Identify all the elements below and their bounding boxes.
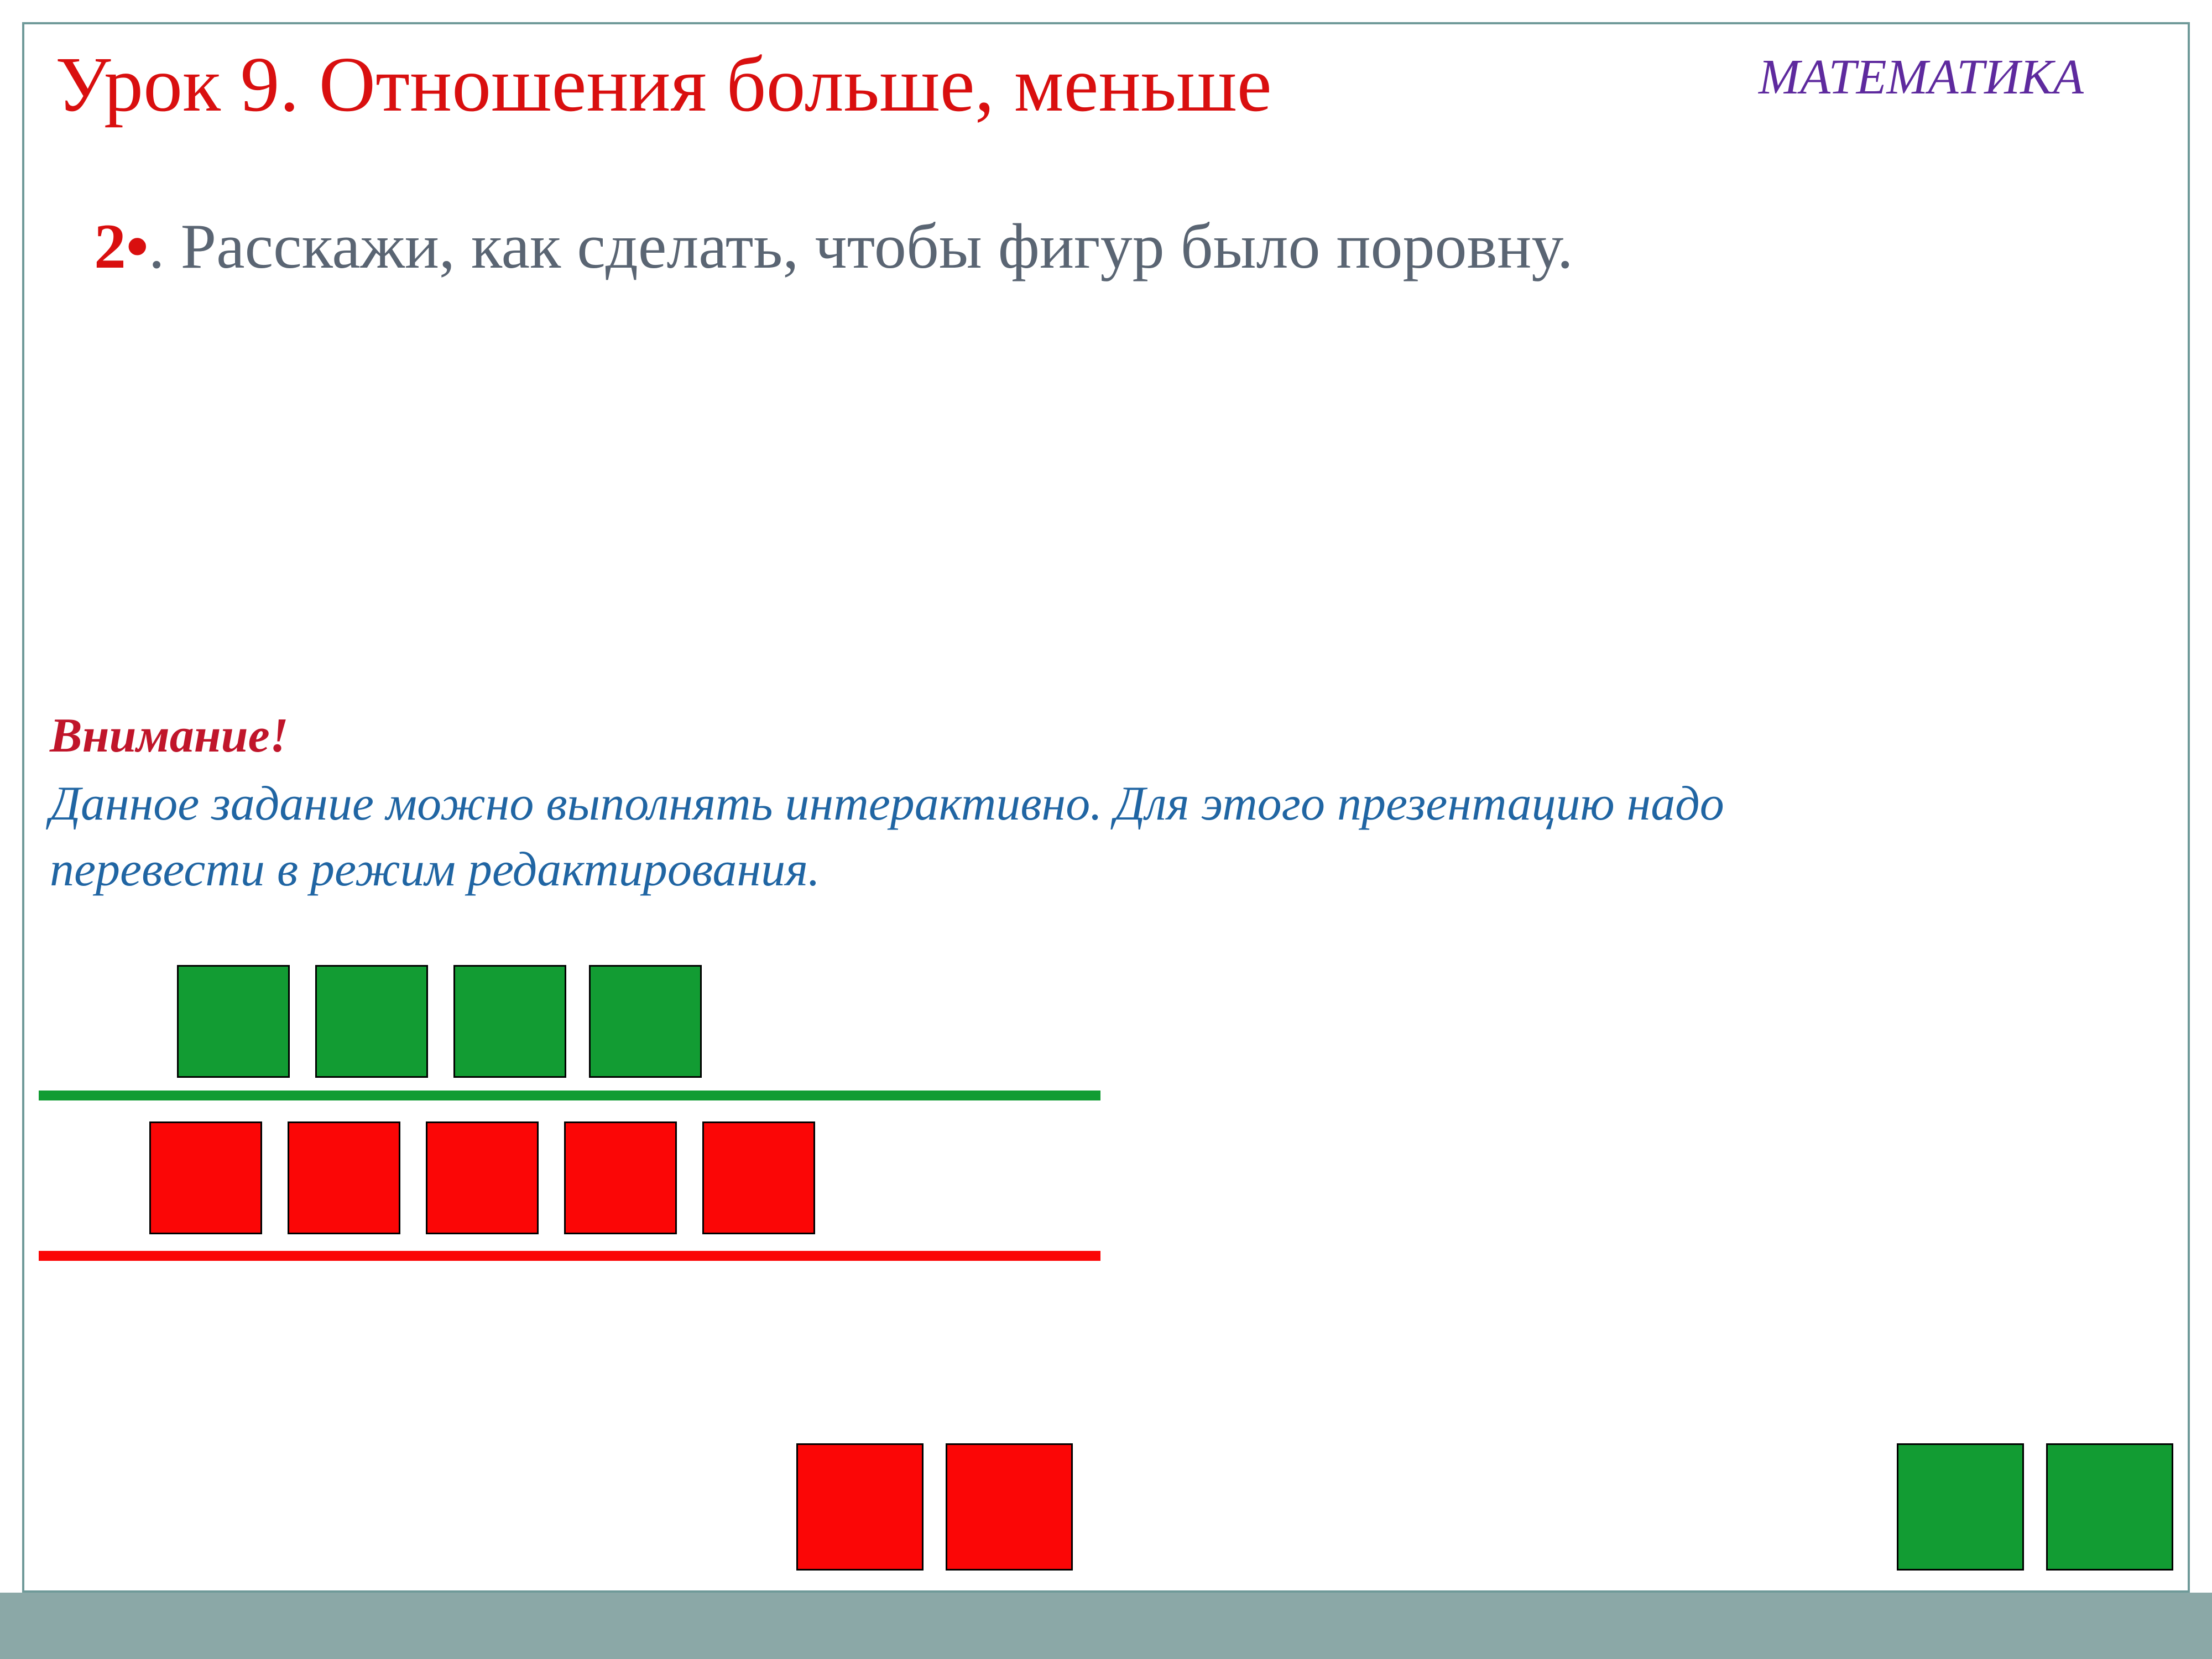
green-square[interactable] — [177, 965, 290, 1078]
question-text: . Расскажи, как сделать, чтобы фигур был… — [149, 211, 1573, 282]
extra-red-square[interactable] — [946, 1443, 1073, 1571]
extra-green-square[interactable] — [2046, 1443, 2173, 1571]
subject-label: МАТЕМАТИКА — [1759, 49, 2084, 106]
red-square[interactable] — [564, 1121, 677, 1234]
red-square[interactable] — [702, 1121, 815, 1234]
green-square[interactable] — [315, 965, 428, 1078]
red-square[interactable] — [149, 1121, 262, 1234]
green-square[interactable] — [589, 965, 702, 1078]
red-divider-line — [39, 1251, 1100, 1261]
attention-heading: Внимание! — [50, 708, 289, 764]
question-bullet: • — [126, 211, 149, 282]
footer-bar — [0, 1593, 2212, 1659]
slide-stage: МАТЕМАТИКА Урок 9. Отношения больше, мен… — [0, 0, 2212, 1659]
red-square[interactable] — [426, 1121, 539, 1234]
question-line: 2•. Расскажи, как сделать, чтобы фигур б… — [94, 210, 1573, 284]
green-divider-line — [39, 1091, 1100, 1100]
extra-red-square[interactable] — [796, 1443, 924, 1571]
extra-green-square[interactable] — [1897, 1443, 2024, 1571]
lesson-title: Урок 9. Отношения больше, меньше — [55, 39, 1272, 129]
red-square[interactable] — [288, 1121, 400, 1234]
green-square[interactable] — [453, 965, 566, 1078]
attention-body: Данное задание можно выполнять интеракти… — [50, 771, 1875, 903]
question-number: 2 — [94, 211, 126, 282]
